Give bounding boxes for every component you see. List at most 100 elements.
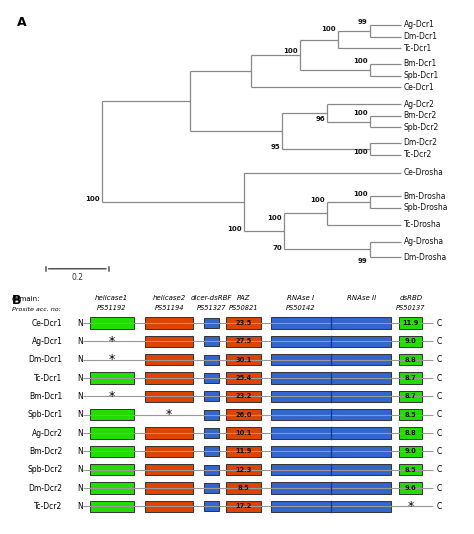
Text: Ag-Dcr1: Ag-Dcr1	[404, 20, 435, 29]
Bar	[271, 427, 391, 438]
Text: N: N	[78, 447, 83, 456]
Text: Spb-Dcr1: Spb-Dcr1	[27, 410, 63, 419]
Text: Prosite acc. no:: Prosite acc. no:	[12, 308, 61, 312]
Text: Spb-Dcr2: Spb-Dcr2	[27, 465, 63, 474]
Bar	[271, 391, 391, 402]
Text: C: C	[437, 410, 442, 419]
Text: Bm-Dcr2: Bm-Dcr2	[29, 447, 63, 456]
Text: *: *	[408, 500, 414, 513]
Text: 27.5: 27.5	[236, 339, 252, 344]
Bar	[90, 482, 134, 493]
Bar	[90, 464, 134, 475]
Text: 0.2: 0.2	[71, 273, 83, 282]
Bar	[400, 317, 422, 329]
Text: 100: 100	[353, 191, 368, 197]
Text: Bm-Dcr1: Bm-Dcr1	[404, 59, 437, 68]
Bar	[226, 336, 262, 347]
Bar	[145, 446, 193, 457]
Text: 25.4: 25.4	[236, 375, 252, 381]
Text: 8.5: 8.5	[405, 412, 417, 418]
Bar	[226, 427, 262, 438]
Text: Tc-Dcr2: Tc-Dcr2	[34, 502, 63, 511]
Text: Ce-Dcr1: Ce-Dcr1	[404, 83, 434, 92]
Text: N: N	[78, 465, 83, 474]
Text: Ag-Dcr1: Ag-Dcr1	[31, 337, 63, 346]
Text: 96: 96	[315, 116, 325, 122]
Text: Dm-Dcr1: Dm-Dcr1	[28, 355, 63, 364]
Bar	[203, 428, 219, 438]
Text: dicer-dsRBF: dicer-dsRBF	[191, 295, 232, 301]
Text: 100: 100	[353, 110, 368, 116]
Bar	[271, 409, 391, 420]
Text: Spb-Dcr1: Spb-Dcr1	[404, 71, 439, 80]
Text: Dm-Dcr2: Dm-Dcr2	[404, 138, 438, 147]
Bar	[400, 354, 422, 365]
Bar	[90, 446, 134, 457]
Bar	[226, 317, 262, 329]
Bar	[400, 372, 422, 384]
Text: 8.7: 8.7	[405, 394, 417, 399]
Text: *: *	[109, 390, 115, 403]
Text: Dm-Drosha: Dm-Drosha	[404, 253, 447, 262]
Bar	[226, 409, 262, 420]
Text: 70: 70	[273, 245, 282, 251]
Bar	[271, 317, 391, 329]
Bar	[271, 501, 391, 512]
Bar	[203, 373, 219, 383]
Bar	[203, 483, 219, 493]
Text: A: A	[17, 16, 26, 29]
Text: Dm-Dcr1: Dm-Dcr1	[404, 32, 438, 41]
Bar	[400, 391, 422, 402]
Bar	[145, 317, 193, 329]
Text: Bm-Dcr2: Bm-Dcr2	[404, 111, 437, 120]
Text: Ag-Drosha: Ag-Drosha	[404, 237, 444, 246]
Text: N: N	[78, 319, 83, 327]
Text: 100: 100	[353, 58, 368, 64]
Bar	[203, 318, 219, 328]
Text: 30.1: 30.1	[235, 357, 252, 363]
Text: Tc-Dcr1: Tc-Dcr1	[404, 44, 432, 53]
Text: 100: 100	[267, 215, 282, 222]
Text: 9.0: 9.0	[405, 449, 417, 454]
Text: N: N	[78, 483, 83, 492]
Text: 9.0: 9.0	[405, 339, 417, 344]
Text: C: C	[437, 502, 442, 511]
Text: *: *	[166, 408, 173, 421]
Text: PS50142: PS50142	[286, 305, 316, 311]
Bar	[271, 464, 391, 475]
Text: 12.3: 12.3	[235, 467, 252, 473]
Text: helicase1: helicase1	[95, 295, 128, 301]
Bar	[226, 446, 262, 457]
Bar	[90, 409, 134, 420]
Bar	[271, 372, 391, 384]
Bar	[400, 427, 422, 438]
Text: Ag-Dcr2: Ag-Dcr2	[404, 99, 435, 108]
Text: Bm-Drosha: Bm-Drosha	[404, 192, 446, 201]
Bar	[203, 446, 219, 457]
Text: N: N	[78, 410, 83, 419]
Text: PAZ: PAZ	[237, 295, 250, 301]
Bar	[400, 336, 422, 347]
Text: 8.5: 8.5	[237, 485, 249, 491]
Text: PS51192: PS51192	[97, 305, 127, 311]
Text: C: C	[437, 355, 442, 364]
Text: C: C	[437, 337, 442, 346]
Text: RNAse II: RNAse II	[346, 295, 376, 301]
Bar	[226, 464, 262, 475]
Bar	[145, 427, 193, 438]
Text: 10.1: 10.1	[235, 430, 252, 436]
Text: C: C	[437, 392, 442, 401]
Text: B: B	[12, 294, 21, 307]
Text: Tc-Dcr1: Tc-Dcr1	[34, 374, 63, 382]
Bar	[145, 372, 193, 384]
Bar	[203, 391, 219, 402]
Text: 8.7: 8.7	[405, 375, 417, 381]
Text: C: C	[437, 428, 442, 437]
Text: 8.8: 8.8	[405, 357, 417, 363]
Text: Spb-Drosha: Spb-Drosha	[404, 203, 448, 213]
Text: domain:: domain:	[12, 296, 40, 302]
Bar	[271, 336, 391, 347]
Text: 8.8: 8.8	[405, 430, 417, 436]
Bar	[203, 336, 219, 347]
Text: 100: 100	[85, 197, 100, 202]
